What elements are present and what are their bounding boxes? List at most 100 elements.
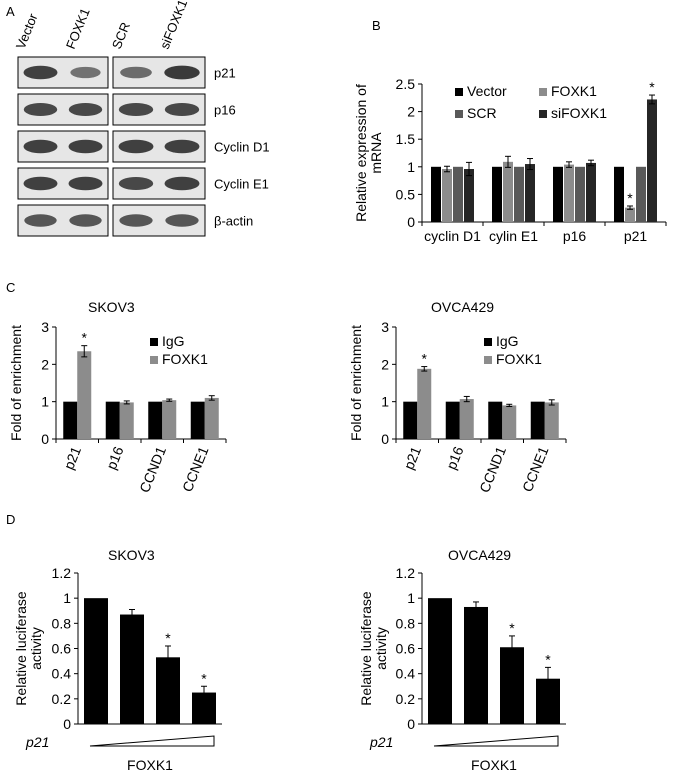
y-tick-label: 2 (381, 356, 389, 372)
blot-band (164, 139, 200, 154)
western-blot: Vector FOXK1 SCR siFOXK1 p21 p16 Cyclin D1 Cycl… (13, 0, 270, 237)
x-tick-label-p21: p21 (624, 228, 648, 244)
blot-band (120, 66, 152, 79)
blot-band (68, 176, 103, 191)
bar-value-0 (428, 598, 452, 724)
bar-vector-3 (614, 166, 624, 222)
dose-triangle (433, 735, 559, 747)
y-tick-label: 1 (41, 394, 49, 410)
blot-band (118, 102, 154, 117)
chart-b-mrna-expression: Relative expression of mRNA 0 0.5 1 1.5 2 2.5 cy… (353, 76, 667, 244)
chart-d-skov3-luciferase: SKOV3 Relative luciferase activity 0 0.2 0.4 0… (13, 547, 222, 773)
significance-star: * (509, 620, 515, 636)
y-tick-label: 0.4 (52, 666, 72, 682)
lane-label-vector: Vector (13, 11, 41, 51)
blot-band (119, 214, 153, 227)
bar-sifoxk1-3 (647, 99, 657, 222)
y-tick-label: 1 (407, 159, 415, 175)
bar-foxk1-0 (77, 351, 92, 439)
bar-igg-3 (190, 401, 205, 439)
x-tick-label-cylin-e1: cylin E1 (489, 228, 538, 244)
y-tick-label: 0.4 (396, 666, 416, 682)
x-tick-label-p16: p16 (443, 444, 467, 472)
row-label-p21: p21 (25, 734, 49, 750)
y-tick-label: 2.5 (396, 76, 416, 92)
significance-star: * (165, 630, 171, 646)
y-tick-label: 0 (41, 431, 49, 447)
x-tick-label-ccnd1: CCND1 (476, 444, 509, 495)
bar-value-1 (464, 606, 488, 724)
chart-c-skov3-enrichment: SKOV3 Fold of enrichment 0 1 2 3 * p21 p16 CCND1 C… (8, 299, 227, 495)
y-axis-label-line: Relative luciferase (13, 591, 29, 706)
y-tick-label: 1 (407, 590, 415, 606)
y-axis-label: Fold of enrichment (8, 325, 24, 441)
blot-row-label-actin: β-actin (214, 214, 253, 229)
blot-row-label-cyclin-d1: Cyclin D1 (214, 140, 270, 155)
panel-label-b: B (372, 18, 381, 33)
significance-star: * (422, 351, 428, 367)
x-axis-label: FOXK1 (127, 757, 173, 773)
y-tick-label: 2 (407, 104, 415, 120)
bar-igg-1 (445, 401, 460, 439)
bar-foxk1-2 (502, 405, 517, 439)
lane-label-scr: SCR (109, 20, 133, 51)
bar-foxk1-0 (417, 368, 432, 439)
y-axis-label-line: activity (28, 627, 44, 670)
legend-label-foxk1: FOXK1 (496, 351, 542, 367)
y-tick-label: 1.2 (52, 565, 72, 581)
x-tick-label-p16: p16 (103, 444, 127, 472)
bar-foxk1-3 (625, 207, 635, 222)
bar-igg-0 (403, 401, 418, 439)
bar-igg-0 (63, 401, 78, 439)
blot-band (164, 176, 200, 191)
chart-title: OVCA429 (431, 299, 494, 315)
y-axis-label: Fold of enrichment (348, 325, 364, 441)
lane-label-foxk1: FOXK1 (63, 6, 93, 51)
bar-vector-1 (492, 166, 502, 222)
x-tick-label-ccne1: CCNE1 (519, 444, 552, 494)
y-tick-label: 0.2 (396, 691, 416, 707)
bar-value-1 (120, 614, 144, 724)
lane-label-sifoxk1: siFOXK1 (157, 0, 190, 51)
legend-label-sifoxk1: siFOXK1 (551, 105, 607, 121)
y-axis-label-line: Relative expression of (353, 84, 369, 222)
y-axis-label-line: Relative luciferase (358, 591, 374, 706)
legend-label-foxk1: FOXK1 (162, 351, 208, 367)
y-tick-label: 0.8 (52, 615, 72, 631)
significance-star: * (649, 79, 655, 95)
significance-star: * (82, 330, 88, 346)
dose-triangle (89, 735, 215, 747)
legend-label-vector: Vector (467, 83, 507, 99)
bar-foxk1-1 (119, 402, 134, 439)
legend-label-scr: SCR (467, 105, 497, 121)
blot-band (118, 139, 154, 154)
bar-vector-0 (431, 166, 441, 222)
legend-swatch-foxk1 (484, 356, 492, 364)
bar-foxk1-1 (503, 161, 513, 222)
bar-scr-0 (453, 166, 463, 222)
bar-value-2 (500, 647, 524, 724)
blot-band (24, 214, 57, 227)
y-tick-label: 0.6 (52, 641, 72, 657)
panel-label-d: D (6, 512, 15, 527)
bar-foxk1-3 (544, 402, 559, 439)
significance-star: * (627, 190, 633, 206)
y-tick-label: 0.8 (396, 615, 416, 631)
x-tick-label-p21: p21 (60, 444, 84, 472)
blot-band (23, 102, 58, 117)
blot-band (164, 65, 200, 80)
bar-sifoxk1-0 (464, 169, 474, 222)
y-tick-label: 1 (63, 590, 71, 606)
bar-sifoxk1-1 (525, 164, 535, 222)
legend-swatch-sifoxk1 (539, 110, 547, 118)
legend-swatch-vector (455, 88, 463, 96)
blot-band (165, 214, 199, 227)
x-tick-label-p16: p16 (563, 228, 587, 244)
legend-swatch-scr (455, 110, 463, 118)
panel-label-a: A (6, 4, 15, 19)
legend-label-igg: IgG (162, 333, 185, 349)
bar-scr-1 (514, 166, 524, 222)
y-tick-label: 0 (407, 716, 415, 732)
panel-label-c: C (6, 280, 15, 295)
y-tick-label: 1.2 (396, 565, 416, 581)
